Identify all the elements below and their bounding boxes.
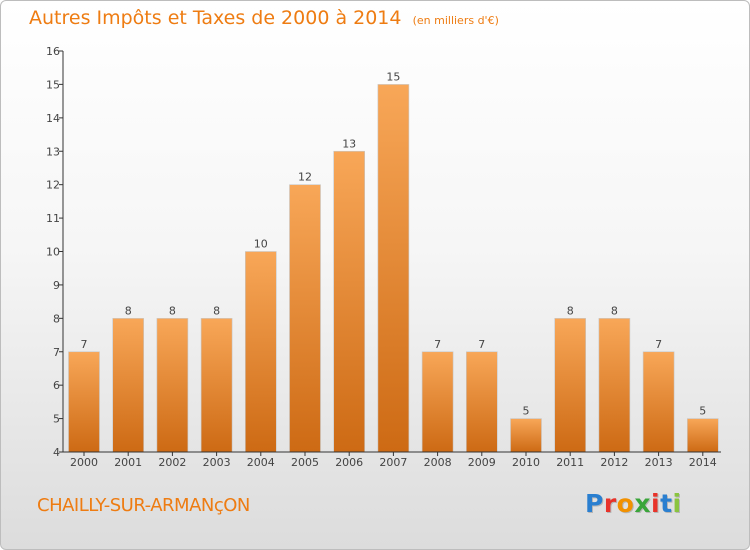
bar-value-label: 5 (699, 405, 706, 418)
x-tick-label: 2004 (247, 456, 275, 469)
y-tick-label: 6 (53, 379, 60, 392)
bar (598, 318, 631, 453)
bar (200, 318, 233, 453)
x-tick-label: 2012 (600, 456, 628, 469)
x-tick-label: 2011 (556, 456, 584, 469)
chart-title: Autres Impôts et Taxes de 2000 à 2014 (e… (29, 7, 499, 29)
x-tick-label: 2007 (379, 456, 407, 469)
y-tick-label: 9 (53, 279, 60, 292)
bar-value-label: 15 (386, 70, 400, 83)
y-tick-label: 5 (53, 413, 60, 426)
x-tick-label: 2000 (70, 456, 98, 469)
logo-letter: r (603, 489, 617, 518)
bar (68, 351, 100, 453)
proxiti-logo[interactable]: Proxiti (585, 489, 682, 518)
y-tick-label: 15 (46, 78, 60, 91)
y-tick-label: 10 (46, 246, 60, 259)
x-tick-label: 2003 (203, 456, 231, 469)
y-tick-label: 13 (46, 145, 60, 158)
bar (112, 318, 144, 453)
y-tick-label: 16 (46, 45, 60, 58)
bar (333, 150, 366, 453)
bar-value-label: 5 (523, 405, 530, 418)
y-tick-label: 12 (46, 179, 60, 192)
logo-letter: t (660, 489, 673, 518)
bar (421, 351, 454, 453)
bar (377, 84, 410, 453)
y-tick-label: 11 (46, 212, 60, 225)
bar (245, 251, 277, 453)
bar (289, 184, 321, 453)
chart-title-text: Autres Impôts et Taxes de 2000 à 2014 (29, 7, 402, 29)
x-tick-label: 2005 (291, 456, 319, 469)
bar-value-label: 13 (342, 137, 356, 150)
bar (465, 351, 498, 453)
bar-value-label: 7 (478, 338, 485, 351)
bar (686, 418, 719, 453)
bars: 7 8 8 8 10 12 13 15 7 7 5 8 8 7 5 (68, 70, 719, 453)
logo-letter: o (616, 489, 635, 518)
bar (554, 318, 587, 453)
x-tick-label: 2002 (158, 456, 186, 469)
logo-letter: i (672, 489, 682, 518)
logo-letter: x (634, 489, 651, 518)
bar-value-label: 8 (125, 304, 132, 317)
bar-value-label: 8 (567, 304, 574, 317)
bar (510, 418, 542, 453)
bar-value-label: 12 (298, 171, 312, 184)
bar (156, 318, 189, 453)
y-tick-label: 7 (53, 346, 60, 359)
bar-value-label: 7 (81, 338, 88, 351)
x-axis-labels: 2000 2001 2002 2003 2004 2005 2006 2007 2008 2009… (70, 452, 717, 469)
x-tick-label: 2008 (424, 456, 452, 469)
bar-value-label: 10 (254, 238, 268, 251)
x-tick-label: 2009 (468, 456, 496, 469)
y-tick-label: 14 (46, 112, 60, 125)
logo-letter: i (651, 489, 661, 518)
bar-value-label: 8 (611, 304, 618, 317)
y-tick-label: 8 (53, 312, 60, 325)
bar-value-label: 7 (434, 338, 441, 351)
bar (642, 351, 675, 453)
bar-value-label: 8 (169, 304, 176, 317)
x-tick-label: 2010 (512, 456, 540, 469)
bar-value-label: 8 (213, 304, 220, 317)
y-axis-ticks: 4 5 6 7 8 9 10 11 12 13 14 15 16 (46, 45, 63, 459)
logo-letter: P (585, 489, 604, 518)
x-tick-label: 2006 (335, 456, 363, 469)
x-tick-label: 2001 (114, 456, 142, 469)
y-tick-label: 4 (53, 446, 60, 459)
chart-unit-text: (en milliers d'€) (412, 14, 499, 27)
x-tick-label: 2014 (689, 456, 717, 469)
x-tick-label: 2013 (645, 456, 673, 469)
bar-value-label: 7 (655, 338, 662, 351)
commune-name: CHAILLY-SUR-ARMANçON (37, 495, 250, 516)
